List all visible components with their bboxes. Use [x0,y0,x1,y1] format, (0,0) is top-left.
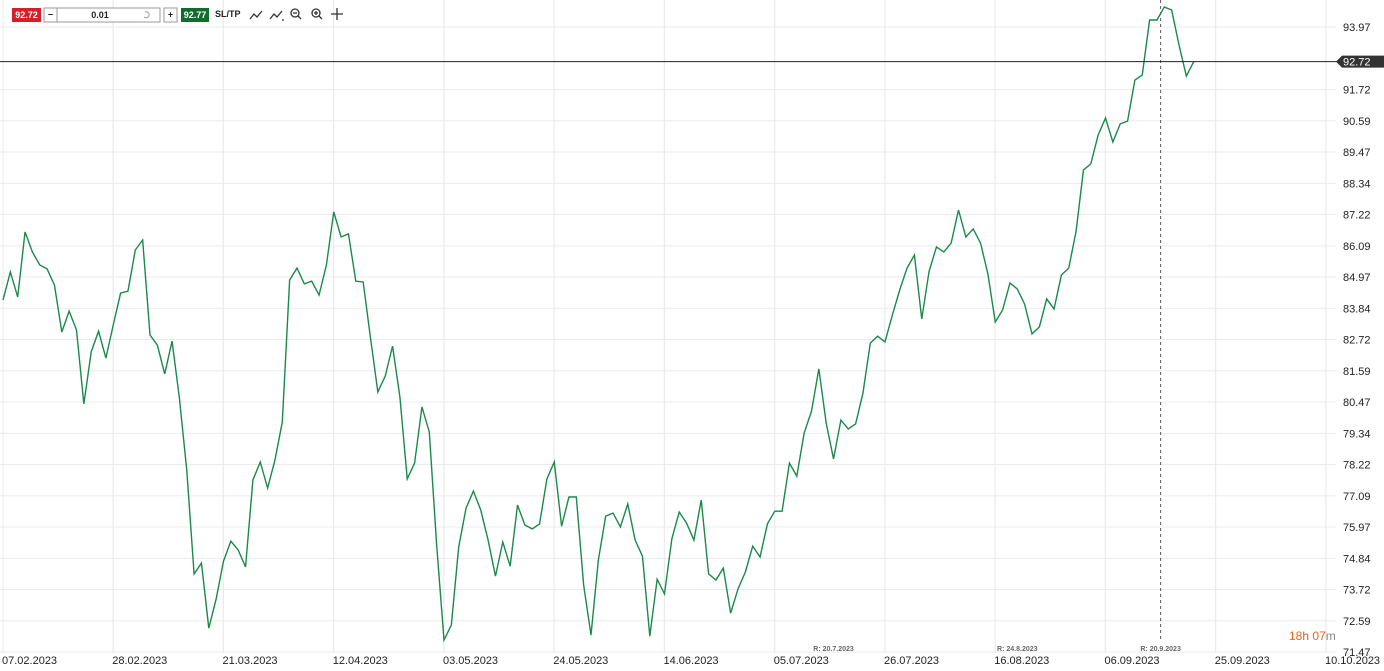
minus: − [48,9,53,19]
x-tick-label: 10.10.2023 [1325,655,1380,667]
x-tick-label: 24.05.2023 [553,655,608,667]
countdown-minutes: 07 [1312,629,1326,643]
y-tick-label: 87.22 [1343,209,1371,221]
indicator-icon[interactable] [269,10,284,21]
y-tick-label: 80.47 [1343,397,1371,409]
pan-icon[interactable] [331,8,343,20]
x-tick-label: 28.02.2023 [112,655,167,667]
x-tick-label: 03.05.2023 [443,655,498,667]
y-tick-label: 74.84 [1343,553,1371,565]
x-tick-label: 12.04.2023 [333,655,388,667]
zoom-in-glyph [314,11,323,20]
zoom-in-icon[interactable] [311,8,321,18]
y-tick-label: 75.97 [1343,522,1371,534]
y-tick-label: 86.09 [1343,241,1371,253]
zoom-out-icon[interactable] [290,8,300,18]
y-tick-label: 79.34 [1343,428,1371,440]
x-tick-label: 05.07.2023 [774,655,829,667]
x-tick-label: 07.02.2023 [2,655,57,667]
y-tick-label: 83.84 [1343,303,1371,315]
plus: + [168,9,173,19]
price-line [2,6,1195,643]
reset-icon [143,11,150,19]
sltp-button[interactable]: SL/TP [215,9,241,19]
ask-price: 92.77 [184,10,207,20]
rollover-label: R: 20.9.2023 [1140,646,1181,653]
toolbar: 92.72 − 0.01 + 92.77 SL/TP [12,7,343,23]
y-tick-label: 71.47 [1343,647,1371,659]
x-tick-label: 21.03.2023 [223,655,278,667]
sell-button[interactable] [12,8,41,22]
y-tick-label: 77.09 [1343,491,1371,503]
y-tick-label: 84.97 [1343,272,1371,284]
buy-button[interactable] [181,8,209,22]
countdown-hours: 18 [1289,629,1303,643]
rollover-label: R: 20.7.2023 [813,646,854,653]
countdown-h: h [1302,629,1309,643]
y-tick-label: 81.59 [1343,366,1371,378]
axis-panel [1336,0,1384,671]
x-tick-label: 06.09.2023 [1105,655,1160,667]
y-tick-label: 91.72 [1343,84,1371,96]
current-price-label: 92.72 [1343,57,1371,69]
current-price-tag [1336,55,1384,68]
y-tick-label: 78.22 [1343,459,1371,471]
zoom-out-glyph [293,12,302,20]
y-tick-label: 72.59 [1343,616,1371,628]
y-tick-label: 73.72 [1343,584,1371,596]
volume-input[interactable] [56,7,161,23]
chart-type-icon[interactable] [249,10,263,20]
countdown: 18h 07m [1289,629,1336,643]
bid-price: 92.72 [15,10,38,20]
y-tick-label: 89.47 [1343,147,1371,159]
y-tick-label: 93.97 [1343,22,1371,34]
x-tick-label: 25.09.2023 [1215,655,1270,667]
x-tick-label: 14.06.2023 [664,655,719,667]
y-tick-label: 88.34 [1343,178,1371,190]
x-tick-label: 16.08.2023 [994,655,1049,667]
rollover-label: R: 24.8.2023 [997,646,1038,653]
plus-button[interactable] [163,7,178,23]
x-tick-label: 26.07.2023 [884,655,939,667]
y-tick-label: 82.72 [1343,334,1371,346]
volume: 0.01 [91,10,109,20]
y-tick-label: 90.59 [1343,116,1371,128]
countdown-m: m [1326,629,1336,643]
